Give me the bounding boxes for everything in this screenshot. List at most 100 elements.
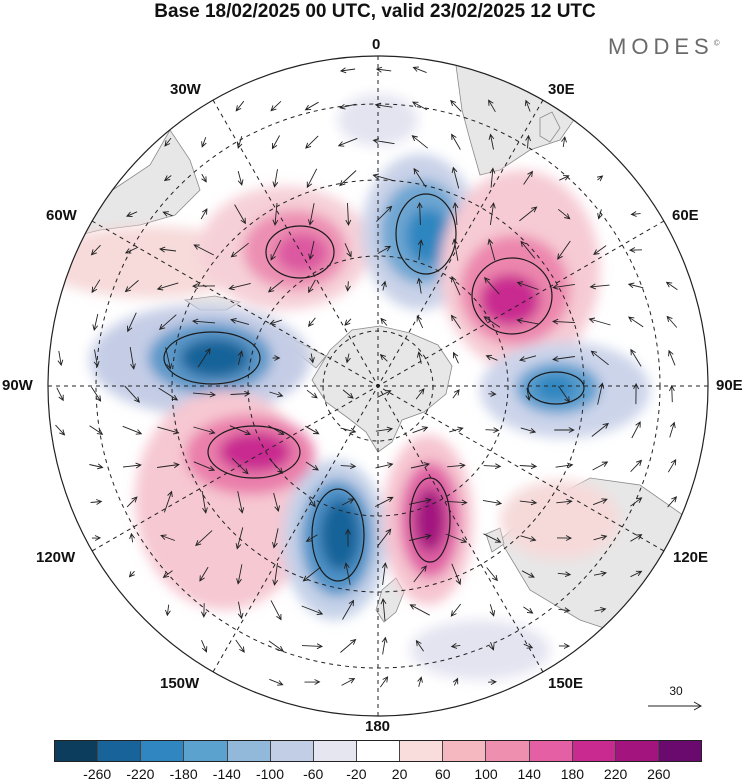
anomaly-shading — [48, 94, 650, 680]
wind-arrow — [372, 173, 395, 182]
lon-label-120e: 120E — [673, 549, 709, 566]
wind-arrow — [597, 209, 603, 220]
wind-arrow — [375, 426, 394, 433]
wind-arrow — [272, 355, 281, 361]
wind-arrow — [484, 277, 500, 295]
colorbar-tick-label: -100 — [255, 766, 285, 782]
anomaly-pos-60w-core — [276, 233, 328, 273]
wind-arrow — [165, 347, 173, 370]
wind-arrow — [230, 318, 250, 325]
colorbar-tick-label: -260 — [83, 766, 112, 782]
colorbar-swatch — [443, 741, 487, 761]
wind-arrow — [630, 497, 643, 507]
wind-arrow — [122, 425, 143, 435]
wind-arrow — [519, 463, 538, 470]
wind-arrow — [302, 566, 321, 582]
colorbar-swatch — [141, 741, 185, 761]
wind-arrow — [417, 676, 423, 687]
wind-arrow — [377, 390, 392, 398]
map-boundary — [47, 55, 709, 717]
wind-arrow — [445, 499, 468, 506]
graticule — [48, 56, 708, 716]
wind-arrow — [269, 678, 284, 686]
wind-arrow — [201, 137, 207, 148]
wind-arrow — [416, 315, 424, 329]
wind-arrow — [228, 282, 251, 291]
wind-arrow — [343, 562, 351, 585]
wind-arrow — [379, 353, 388, 362]
lon-label-90e: 90E — [716, 377, 743, 394]
wind-arrow — [488, 133, 495, 150]
lon-label-180: 180 — [365, 718, 391, 735]
wind-arrow — [90, 499, 103, 505]
wind-arrow — [486, 567, 498, 582]
wind-arrow — [411, 135, 428, 149]
colorbar-tick-label: -180 — [169, 766, 198, 782]
wind-arrow — [556, 535, 573, 541]
lon-label-90w: 90W — [2, 377, 33, 394]
wind-arrow — [89, 425, 104, 435]
wind-arrow — [306, 168, 318, 189]
wind-arrow — [558, 607, 571, 613]
wind-arrow — [56, 387, 64, 402]
wind-arrow — [558, 208, 571, 220]
wind-arrow — [380, 676, 389, 688]
wind-arrow — [269, 391, 284, 398]
colorbar-tick-label: 100 — [474, 766, 498, 782]
wind-arrow — [124, 280, 139, 293]
reference-vector-label: 30 — [669, 684, 683, 698]
lon-label-0: 0 — [372, 36, 381, 53]
wind-arrow — [559, 175, 570, 181]
wind-arrow — [237, 170, 244, 186]
wind-arrow — [631, 421, 641, 439]
wind-arrow — [412, 66, 427, 74]
wind-arrow — [372, 138, 395, 145]
wind-arrow — [665, 281, 678, 291]
wind-arrow — [91, 535, 102, 541]
wind-arrow — [555, 462, 574, 469]
wind-arrow — [272, 563, 279, 586]
wind-arrow — [237, 350, 244, 365]
wind-arrow — [516, 281, 539, 290]
wind-arrow — [482, 499, 503, 506]
wind-arrow — [124, 246, 139, 254]
wind-arrow — [301, 643, 324, 650]
wind-arrow — [451, 166, 460, 189]
madagascar-land — [539, 111, 561, 143]
colorbar-tick-label: -140 — [212, 766, 241, 782]
wind-arrow — [270, 600, 282, 621]
wind-arrow — [447, 462, 466, 469]
wind-arrow — [339, 170, 357, 187]
wind-arrow — [413, 167, 427, 188]
wind-arrow — [270, 239, 282, 261]
wind-arrow — [345, 528, 351, 547]
wind-arrow — [90, 244, 101, 256]
wind-arrow — [308, 279, 316, 294]
wind-arrow — [415, 639, 424, 652]
wind-arrow — [593, 534, 608, 541]
contour-ring — [207, 425, 301, 479]
wind-arrow — [561, 136, 567, 147]
wind-arrow — [551, 318, 576, 325]
wind-arrow — [344, 318, 352, 326]
anomaly-neg-90e-core — [535, 375, 575, 401]
wind-arrow — [452, 351, 459, 364]
wind-arrow — [191, 283, 216, 290]
wind-arrow — [450, 603, 462, 617]
wind-arrow — [236, 564, 243, 585]
wind-arrow — [304, 101, 319, 111]
wind-arrow — [523, 606, 534, 614]
wind-arrow — [229, 425, 252, 436]
wind-arrow — [272, 169, 279, 188]
wind-arrow — [305, 461, 319, 471]
wind-arrow — [552, 356, 575, 362]
wind-arrow — [92, 313, 99, 331]
colorbar-tick-label: 260 — [647, 766, 671, 782]
wind-arrow — [410, 462, 431, 469]
wind-arrow — [483, 533, 502, 543]
wind-arrow — [450, 314, 461, 329]
anomaly-pos-weak-aus — [500, 480, 620, 560]
wind-arrow — [268, 425, 285, 436]
wind-arrow — [483, 316, 501, 328]
colorbar-tick-label: -60 — [303, 766, 324, 782]
